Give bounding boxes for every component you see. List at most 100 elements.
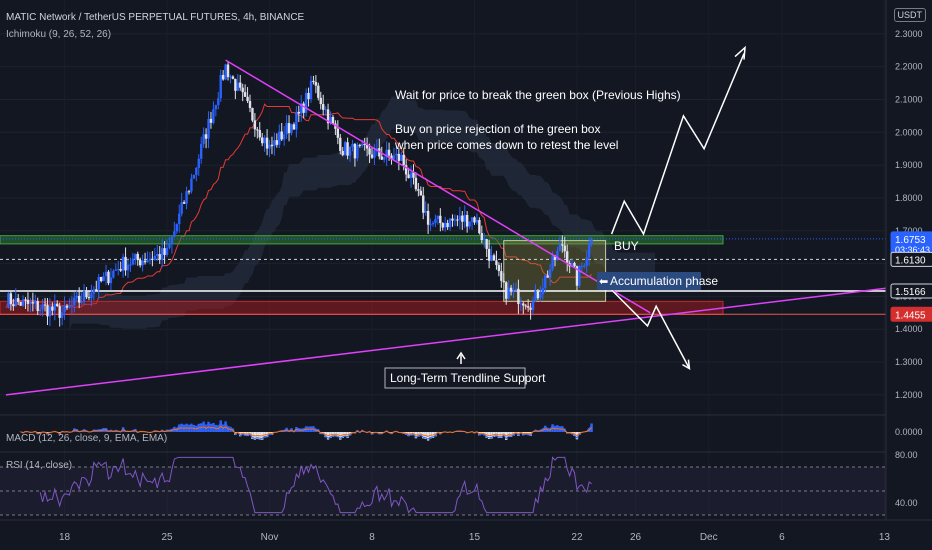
candle-up [285,123,288,135]
candle-down [336,128,340,138]
candle-down [182,202,186,204]
candle-up [580,266,584,268]
price-tick-label: 1.4000 [895,324,923,334]
wait-annotation: Wait for price to break the green box (P… [395,88,681,102]
price-tick-label: 1.3000 [895,357,923,367]
candle-down [187,191,191,193]
candle-down [387,149,391,156]
candle-up [534,290,537,302]
candle-down [297,111,300,114]
candle-down [43,304,47,306]
candle-up [38,309,42,312]
macd-pane: MACD (12, 26, close, 9, EMA, EMA) 0.0000 [6,420,923,444]
candle-down [24,299,27,301]
candle-down [256,129,259,131]
candle-up [202,134,205,144]
price-tick-label: 2.1000 [895,94,923,104]
candle-down [517,288,520,305]
candle-down [561,244,564,246]
candle-up [190,178,193,192]
candle-down [151,258,154,260]
price-badge-level [890,283,932,299]
candle-down [251,107,254,121]
candle-down [58,306,61,318]
time-tick-label: 13 [879,532,891,543]
candles [7,61,593,327]
candle-down [119,268,122,271]
candle-up [392,155,396,160]
candle-up [383,157,386,160]
macd-line [20,421,593,440]
rsi-line [39,456,592,514]
candle-down [485,239,488,249]
candle-down [500,271,503,281]
indicator-label[interactable]: Ichimoku (9, 26, 52, 26) [6,29,112,40]
candle-down [312,80,315,83]
candle-up [444,222,447,228]
time-tick-label: 25 [161,532,173,543]
time-tick-label: 26 [630,532,642,543]
candle-up [548,269,552,278]
candle-down [473,217,476,223]
candle-down [239,82,242,88]
candle-down [163,248,166,255]
candle-up [356,144,359,159]
time-tick-label: 8 [369,532,375,543]
candle-up [195,167,198,175]
candle-up [80,301,83,303]
bullish-projection [610,53,745,236]
candle-up [114,269,117,271]
candle-down [441,223,444,228]
candle-up [324,109,327,111]
candle-down [358,144,361,146]
candle-down [26,299,30,304]
candle-down [226,64,230,78]
candle-up [7,293,10,308]
candle-down [563,245,566,252]
candle-up [551,255,554,270]
symbol-title[interactable]: MATIC Network / TetherUS PERPETUAL FUTUR… [6,12,305,23]
candle-up [483,239,486,241]
candle-down [509,287,513,292]
candle-down [380,156,383,160]
candle-down [370,154,374,158]
candle-up [229,76,232,78]
candle-up [512,290,515,292]
macd-label: MACD (12, 26, close, 9, EMA, EMA) [6,433,167,444]
time-tick-label: Nov [261,532,279,543]
candle-up [156,254,159,256]
candle-up [21,299,25,306]
candle-down [124,256,127,271]
candle-up [475,219,479,223]
time-tick-label: 22 [571,532,583,543]
candle-up [400,154,403,161]
candle-down [265,137,269,149]
candle-down [139,260,142,266]
candle-down [280,131,283,140]
candle-up [429,224,432,226]
candle-down [246,96,249,102]
bullish-arrowhead [734,45,746,60]
candle-up [458,215,462,221]
candle-up [173,231,176,237]
candle-down [566,251,569,264]
candle-up [82,290,86,302]
candle-up [126,264,130,271]
candle-up [453,219,457,221]
candle-down [397,153,401,161]
candle-down [419,190,422,196]
candle-up [34,301,37,304]
candle-down [402,154,405,166]
candle-up [112,270,115,278]
bearish-arrowhead [682,359,691,370]
candle-up [175,224,178,232]
candle-down [36,301,39,312]
currency-button[interactable]: USDT [893,8,926,22]
candle-up [343,142,347,156]
candle-down [426,210,430,225]
candle-up [129,264,132,266]
candle-up [570,262,574,267]
